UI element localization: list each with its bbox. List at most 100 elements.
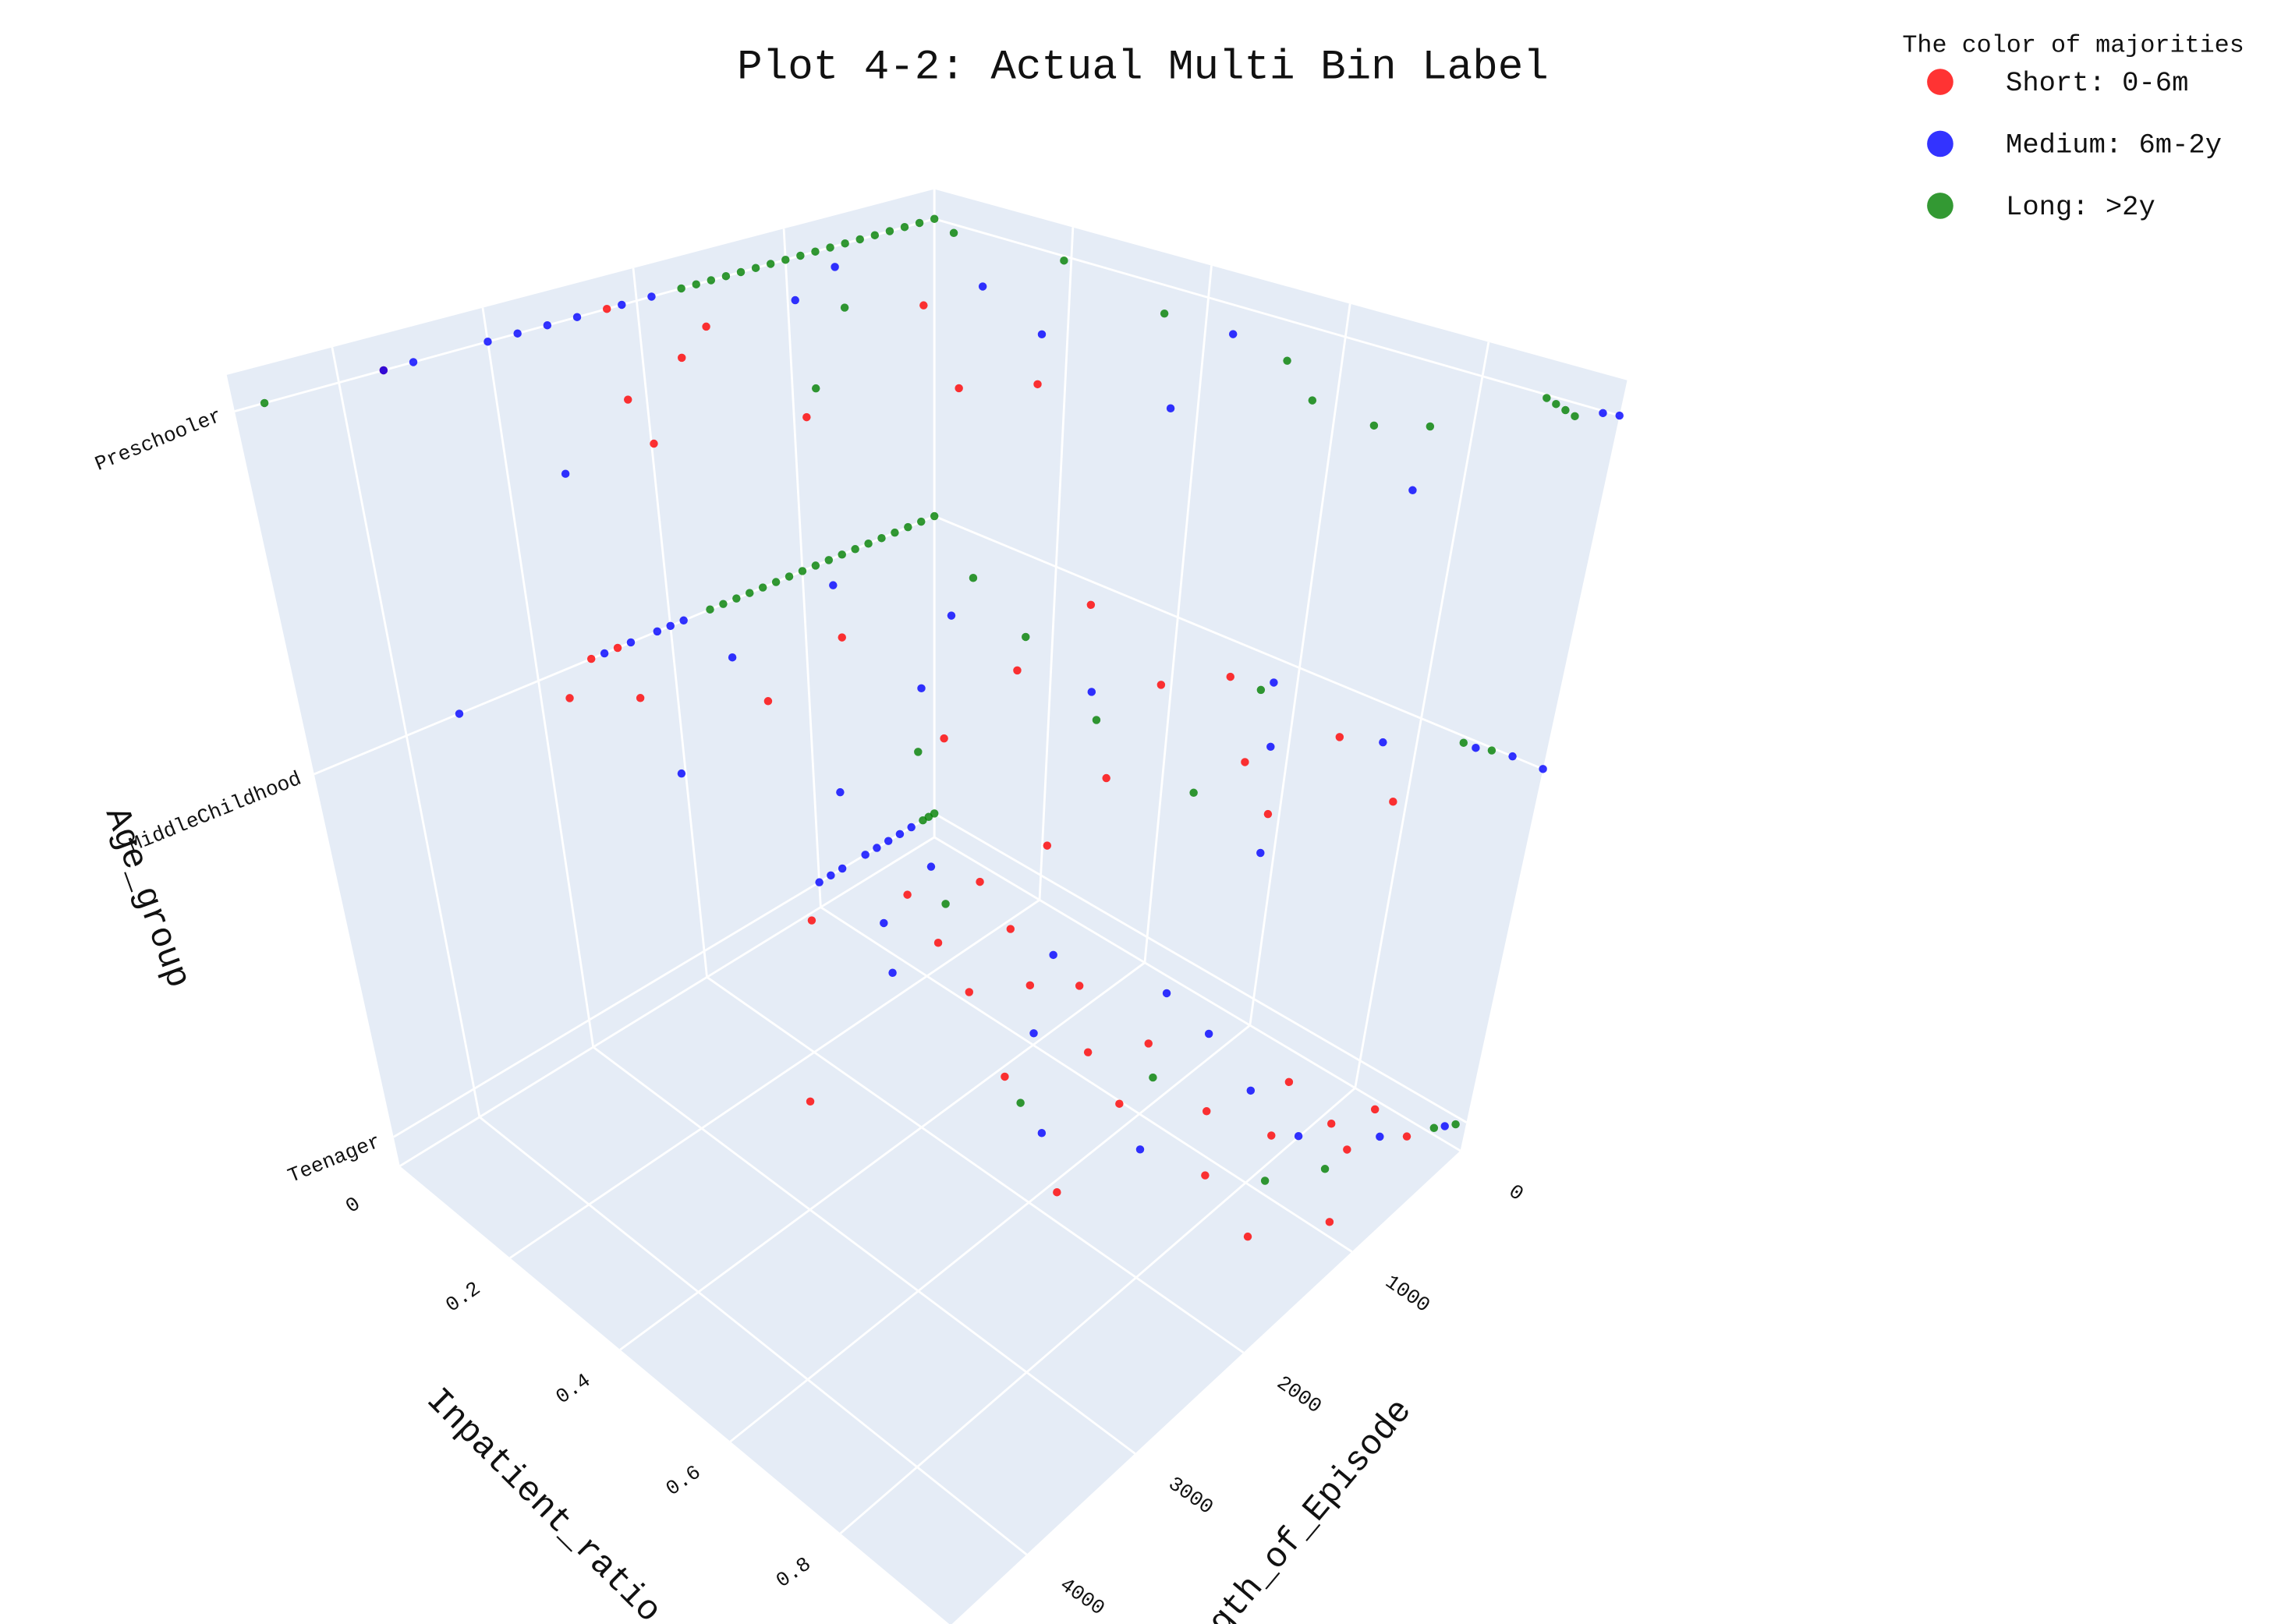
right-wall-pane [934, 189, 1628, 1151]
legend-label: Short: 0-6m [2006, 67, 2188, 99]
y-tick-label: 1000 [1381, 1270, 1435, 1318]
floor-pane [399, 837, 1461, 1624]
data-point [965, 988, 974, 996]
data-point [1539, 765, 1547, 773]
data-point [1092, 716, 1101, 724]
x-tick-label: 0.2 [441, 1277, 485, 1318]
data-point [1472, 744, 1480, 752]
x-grid-line [839, 1087, 1356, 1534]
y-tick-label: 2000 [1272, 1371, 1326, 1419]
data-point [829, 581, 838, 589]
data-point [653, 627, 662, 636]
data-point [877, 533, 886, 543]
data-point [1144, 1039, 1153, 1048]
data-point [600, 649, 609, 658]
data-point [746, 589, 754, 597]
data-point [1270, 678, 1278, 687]
data-point [826, 243, 834, 252]
data-point [1043, 841, 1052, 850]
data-point [1508, 752, 1517, 761]
data-point [1202, 1107, 1211, 1116]
data-point [1552, 399, 1560, 409]
data-point [1102, 773, 1110, 783]
data-point [1033, 380, 1042, 389]
data-point [838, 633, 846, 642]
y-tick-label: 0 [1504, 1180, 1528, 1206]
data-point [1156, 681, 1166, 689]
data-point [1037, 1129, 1047, 1138]
x-grid-line [729, 1024, 1251, 1443]
z-tick-label: MiddleChildhood [126, 767, 305, 858]
data-point [895, 830, 905, 839]
x-tick-label: 0.8 [772, 1552, 816, 1593]
data-point [719, 600, 728, 608]
data-point [732, 594, 741, 603]
data-point [1429, 1123, 1439, 1133]
data-point [1426, 422, 1435, 431]
data-point [785, 572, 794, 581]
data-point [1294, 1131, 1303, 1141]
data-point [379, 366, 388, 375]
data-point [811, 247, 820, 256]
data-point [880, 918, 888, 928]
data-point [824, 556, 834, 564]
data-point [904, 522, 912, 532]
data-point [1246, 1086, 1256, 1095]
data-point [1241, 758, 1249, 766]
data-point [1086, 600, 1096, 610]
data-point [926, 862, 936, 871]
data-point [624, 395, 632, 404]
data-point [1256, 848, 1265, 858]
x-tick-label: 0.4 [551, 1369, 595, 1410]
data-point [721, 271, 731, 281]
data-point [679, 616, 688, 625]
data-point [884, 837, 893, 845]
data-point [1189, 788, 1198, 798]
data-point [861, 851, 870, 859]
data-point [831, 263, 839, 271]
data-point [1162, 989, 1171, 998]
data-point [838, 864, 847, 873]
data-point [941, 900, 950, 908]
data-point [1149, 1073, 1157, 1082]
z-tick-label: Teenager [285, 1130, 384, 1188]
data-point [1308, 396, 1317, 405]
x-grid-line [509, 899, 1040, 1259]
data-point [1075, 982, 1084, 990]
data-point [873, 844, 881, 852]
data-point [260, 398, 269, 408]
data-point [1260, 1176, 1270, 1185]
data-point [919, 816, 927, 825]
x-grid-line [1249, 303, 1351, 1026]
x-axis-title: Inpatient_ratio [418, 1381, 668, 1624]
data-point [917, 517, 926, 526]
legend: Short: 0-6m Medium: 6m-2y Long: >2y [1927, 67, 2222, 223]
left-wall-pane [226, 189, 935, 1166]
data-point [1135, 1145, 1145, 1154]
data-point [455, 709, 464, 718]
data-point [1204, 1029, 1213, 1038]
data-point [855, 235, 864, 244]
legend-label: Long: >2y [2006, 191, 2155, 223]
x-tick-label: 0.6 [662, 1460, 706, 1501]
data-point [796, 251, 805, 260]
data-point [1001, 1072, 1009, 1081]
z-grid-line [933, 515, 1544, 770]
data-point [1160, 309, 1169, 318]
data-point [561, 469, 570, 478]
data-point [758, 583, 767, 592]
data-point [870, 231, 880, 239]
data-point [933, 939, 943, 947]
data-point [677, 769, 686, 778]
data-point [586, 654, 596, 663]
data-point [1376, 1132, 1384, 1141]
data-point [618, 300, 626, 310]
data-point [815, 878, 824, 886]
data-point [1571, 412, 1579, 421]
z-tick-label: Preschooler [92, 404, 225, 476]
panes [226, 189, 1628, 1624]
data-point [677, 353, 686, 363]
x-tick-label: 0 [342, 1192, 365, 1219]
data-point [900, 222, 909, 232]
data-point [1543, 394, 1551, 402]
